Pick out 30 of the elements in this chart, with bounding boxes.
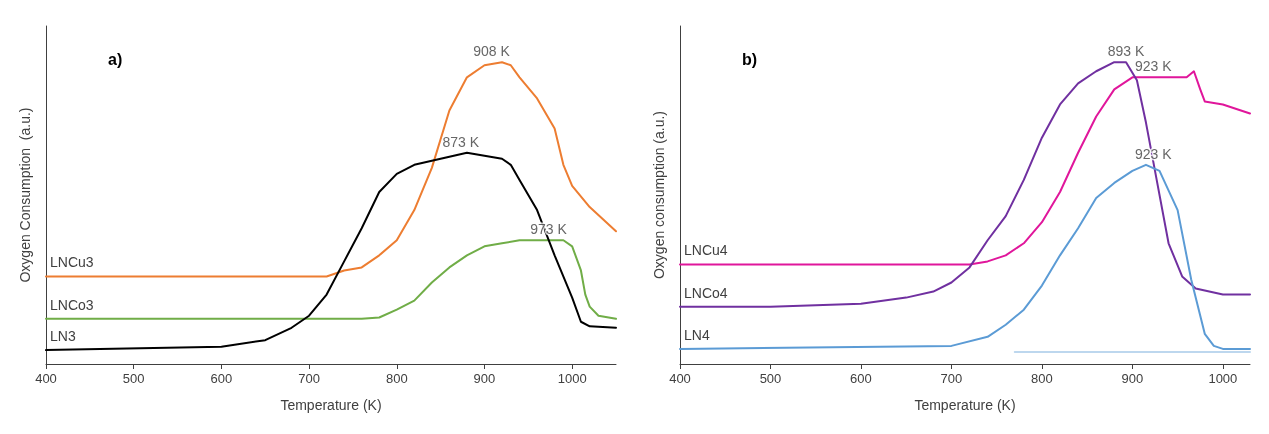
x-tick-label: 600 bbox=[850, 371, 872, 386]
x-tick-label: 600 bbox=[210, 371, 233, 386]
x-tick-label: 1000 bbox=[557, 371, 587, 386]
y-axis-title: Oxygen Consumption (a.u.) bbox=[17, 107, 33, 283]
x-tick-label: 500 bbox=[759, 371, 782, 386]
y-axis-title: Oxygen consumption (a.u.) bbox=[651, 110, 667, 280]
annotation: 893 K bbox=[1107, 43, 1145, 60]
x-tick-label: 700 bbox=[940, 371, 963, 386]
series-label: LNCo4 bbox=[684, 284, 728, 301]
x-tick-label: 800 bbox=[1031, 371, 1053, 386]
x-tick-label: 500 bbox=[122, 371, 145, 386]
x-tick-label: 400 bbox=[35, 371, 57, 386]
series-label: LN3 bbox=[50, 328, 76, 345]
series-label: LNCu3 bbox=[50, 254, 94, 271]
series-label: LNCo3 bbox=[50, 296, 94, 313]
chart-title: a) bbox=[108, 50, 123, 68]
annotation: 908 K bbox=[473, 43, 511, 60]
annotation: 923 K bbox=[1134, 58, 1173, 75]
annotation: 873 K bbox=[442, 133, 480, 150]
x-tick-label: 1000 bbox=[1208, 371, 1238, 386]
x-tick-label: 800 bbox=[385, 371, 408, 386]
x-axis-title: Temperature (K) bbox=[914, 397, 1016, 413]
series-label: LN4 bbox=[684, 326, 710, 343]
series-label: LNCu4 bbox=[684, 242, 728, 259]
chart-title: b) bbox=[742, 50, 758, 68]
x-axis-title: Temperature (K) bbox=[280, 397, 382, 413]
x-tick-label: 700 bbox=[298, 371, 320, 386]
x-tick-label: 900 bbox=[1121, 371, 1144, 386]
x-tick-label: 900 bbox=[473, 371, 496, 386]
x-tick-label: 400 bbox=[669, 371, 691, 386]
